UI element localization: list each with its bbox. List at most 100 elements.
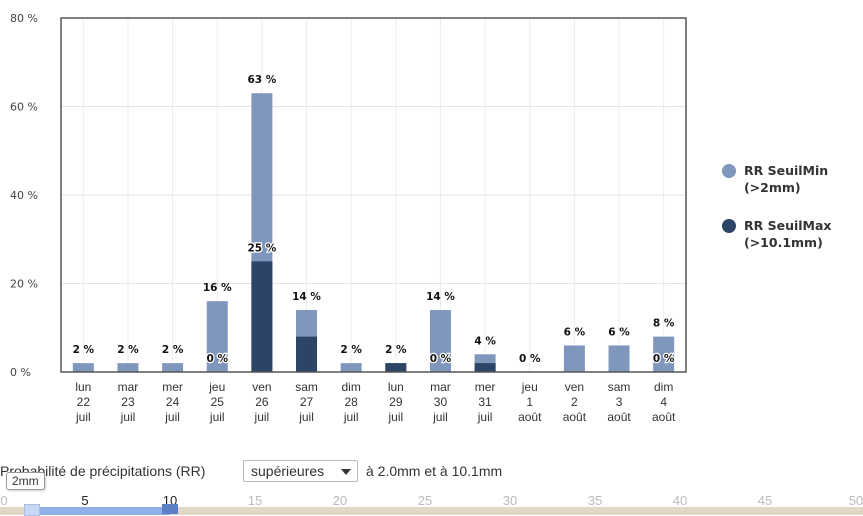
data-label-seuilmin: 6 % (608, 326, 630, 338)
bar-seuilmin (429, 310, 451, 372)
plot-border (60, 17, 687, 373)
chevron-down-icon (341, 469, 351, 475)
data-label-seuilmin: 2 % (162, 344, 184, 356)
data-label-seuilmin: 2 % (340, 344, 362, 356)
comparison-select[interactable]: supérieures (243, 460, 358, 482)
bar-seuilmin (72, 363, 94, 372)
legend-label-seuilmax: RR SeuilMax (>10.1mm) (744, 218, 832, 250)
x-tick-label: ven (565, 380, 584, 394)
comparison-select-value: supérieures (251, 463, 325, 479)
x-tick-label: jeu (521, 380, 538, 394)
data-label-seuilmin: 2 % (385, 344, 407, 356)
x-tick-label: juil (164, 410, 180, 424)
x-tick-label: juil (298, 410, 314, 424)
grid-lines (61, 17, 686, 373)
slider-tick-label: 25 (417, 493, 433, 508)
legend-item-seuilmin[interactable]: RR SeuilMin (>2mm) (722, 162, 862, 198)
slider-tick-label: 5 (81, 493, 89, 508)
slider-selected-range (30, 507, 170, 515)
x-tick-label: juil (75, 410, 91, 424)
x-tick-label: juil (343, 410, 359, 424)
x-tick-label: dim (342, 380, 361, 394)
bar-seuilmin (563, 345, 585, 372)
y-tick-label: 0 % (10, 366, 31, 379)
bar-seuilmax (296, 336, 318, 372)
legend-label-seuilmin: RR SeuilMin (>2mm) (744, 163, 829, 195)
x-tick-label: juil (477, 410, 493, 424)
x-tick-label: 2 (571, 395, 578, 409)
bar-seuilmax (251, 261, 273, 372)
bar-seuilmin (162, 363, 184, 372)
precipitation-chart: 2 % 2 % 2 %16 %0 %63 %25 %14 %2 % 2 %14 %0 … (10, 12, 687, 424)
slider-tick-label: 15 (247, 493, 263, 508)
data-label-layer: 2 % 2 % 2 % 16 % 0 % 63 % 25 % 14 % 2 % 2 % 14 % 0 … (73, 74, 677, 366)
x-tick-label: dim (654, 380, 673, 394)
bar-seuilmin (117, 363, 139, 372)
x-tick-label: août (563, 410, 587, 424)
x-tick-label: 24 (166, 395, 180, 409)
slider-max-handle[interactable] (162, 504, 178, 514)
x-tick-label: 3 (616, 395, 623, 409)
y-tick-label: 80 % (10, 12, 38, 25)
legend-dot-icon (722, 219, 736, 233)
threshold-controls: Probabilité de précipitations (RR) supér… (0, 460, 863, 484)
slider-tick-label: 45 (757, 493, 773, 508)
x-tick-label: juil (209, 410, 225, 424)
data-label-seuilmin: 2 % (73, 344, 95, 356)
slider-min-handle[interactable] (24, 504, 40, 516)
x-tick-label: sam (608, 380, 631, 394)
x-tick-label: 4 (660, 395, 667, 409)
slider-tick-label: 0 (0, 493, 8, 508)
legend-dot-icon (722, 164, 736, 178)
x-tick-label: août (607, 410, 631, 424)
legend-item-seuilmax[interactable]: RR SeuilMax (>10.1mm) (722, 217, 862, 253)
x-tick-label: 28 (344, 395, 358, 409)
x-tick-label: 29 (389, 395, 403, 409)
x-tick-label: 25 (211, 395, 225, 409)
y-tick-label: 20 % (10, 278, 38, 291)
x-tick-label: juil (254, 410, 270, 424)
data-label-seuilmin: 4 % (474, 335, 496, 347)
x-tick-label: 1 (526, 395, 533, 409)
x-tick-label: juil (387, 410, 403, 424)
bar-layer (72, 93, 675, 372)
slider-tick-label: 40 (672, 493, 688, 508)
data-label-seuilmin: 14 % (426, 291, 455, 303)
x-tick-label: 23 (121, 395, 135, 409)
slider-tick-label: 30 (502, 493, 518, 508)
data-label-seuilmin: 16 % (203, 282, 232, 294)
bar-seuilmax (474, 363, 496, 372)
x-tick-label: mar (118, 380, 139, 394)
data-label-seuilmax: 0 % (430, 353, 452, 365)
y-tick-label: 60 % (10, 101, 38, 114)
data-label-seuilmax: 25 % (247, 242, 276, 254)
x-tick-label: mar (430, 380, 451, 394)
slider-tooltip: 2mm (6, 472, 45, 490)
chart-legend: RR SeuilMin (>2mm) RR SeuilMax (>10.1mm) (722, 162, 862, 262)
data-label-seuilmin: 0 % (519, 353, 541, 365)
slider-tick-label: 50 (848, 493, 863, 508)
slider-track[interactable] (0, 507, 863, 515)
bar-seuilmin (608, 345, 630, 372)
data-label-seuilmin: 14 % (292, 291, 321, 303)
bar-seuilmin (653, 336, 675, 372)
x-tick-label: lun (75, 380, 91, 394)
bar-seuilmin (206, 301, 228, 372)
x-tick-label: août (518, 410, 542, 424)
x-tick-label: 27 (300, 395, 314, 409)
x-tick-label: mer (475, 380, 496, 394)
data-label-seuilmax: 0 % (207, 353, 229, 365)
x-tick-label: lun (388, 380, 404, 394)
data-label-seuilmin: 6 % (564, 326, 586, 338)
slider-tick-label: 20 (332, 493, 348, 508)
x-tick-label: sam (295, 380, 318, 394)
threshold-slider[interactable]: 0 5 10 15 20 25 30 35 40 45 50 2mm (0, 472, 863, 516)
x-tick-label: mer (162, 380, 183, 394)
y-tick-label: 40 % (10, 189, 38, 202)
x-tick-label: ven (252, 380, 271, 394)
data-label-seuilmin: 63 % (247, 74, 276, 86)
data-label-seuilmin: 8 % (653, 318, 675, 330)
data-label-seuilmax: 0 % (653, 353, 675, 365)
threshold-label: Probabilité de précipitations (RR) (0, 463, 206, 479)
x-tick-label: jeu (208, 380, 225, 394)
